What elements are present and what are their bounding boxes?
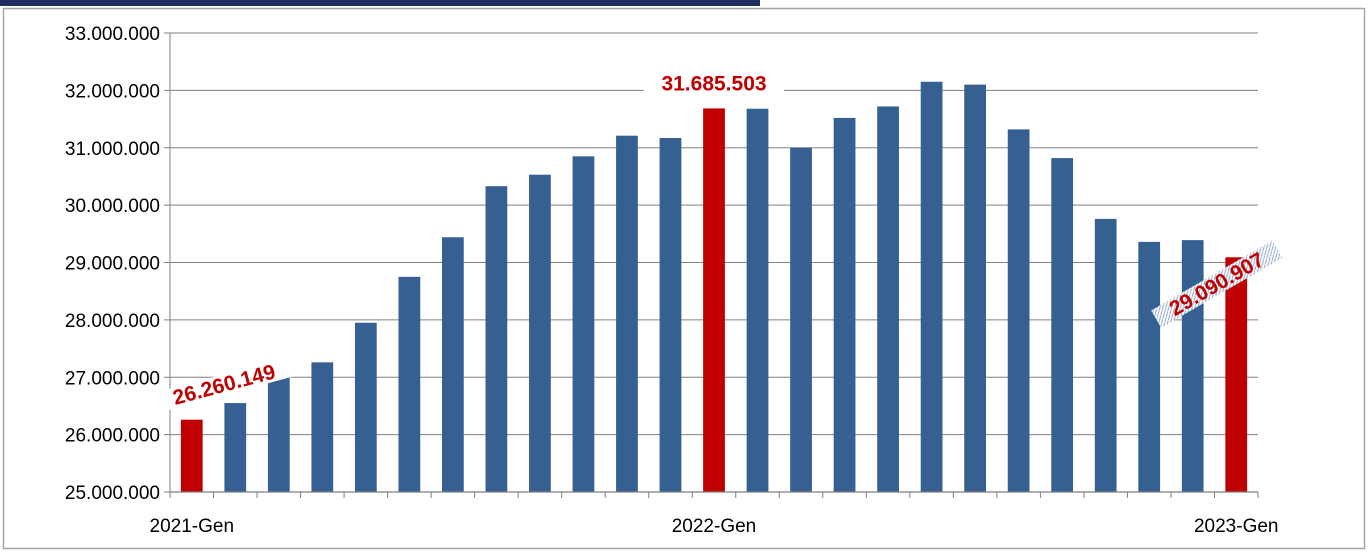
bar <box>442 237 464 492</box>
bar <box>1138 241 1161 492</box>
data-label-box <box>153 356 295 413</box>
data-label-box <box>1151 240 1283 328</box>
chart-border <box>2 7 1366 550</box>
bar <box>485 186 508 492</box>
x-tick-label: 2022-Gen <box>672 516 757 537</box>
x-tick-label: 2023-Gen <box>1194 516 1279 537</box>
bar <box>1051 158 1074 492</box>
data-label-text: 29.090.907 <box>1166 248 1269 320</box>
bar <box>311 362 334 492</box>
bar <box>659 137 682 492</box>
data-label: 29.090.907 <box>1151 240 1283 328</box>
y-tick-label: 32.000.000 <box>65 81 160 102</box>
bar <box>616 135 638 493</box>
bar <box>267 365 290 492</box>
bar <box>398 276 421 492</box>
y-tick-label: 28.000.000 <box>65 311 160 332</box>
bar <box>790 147 812 492</box>
bar <box>354 322 377 492</box>
x-tick-label: 2021-Gen <box>150 516 235 537</box>
bar <box>920 81 943 493</box>
bar <box>1181 240 1204 492</box>
bars <box>180 81 1248 493</box>
bar <box>1007 129 1030 492</box>
bar <box>833 117 856 492</box>
data-label-text: 26.260.149 <box>170 360 277 409</box>
bar-highlight <box>703 108 725 493</box>
y-tick-label: 25.000.000 <box>65 483 160 504</box>
y-tick-label: 27.000.000 <box>65 368 160 389</box>
bar <box>572 156 595 492</box>
bar <box>1094 218 1117 492</box>
gridlines <box>170 32 1258 436</box>
y-tick-label: 29.000.000 <box>65 254 160 275</box>
data-label-text: 31.685.503 <box>661 72 766 95</box>
bar-highlight <box>1225 257 1248 492</box>
bar <box>224 403 247 492</box>
bar <box>746 108 769 493</box>
bar <box>877 106 899 492</box>
bar-highlight <box>180 419 203 492</box>
y-tick-label: 26.000.000 <box>65 426 160 447</box>
y-tick-label: 30.000.000 <box>65 196 160 217</box>
y-tick-label: 31.000.000 <box>65 139 160 160</box>
bar <box>529 174 551 492</box>
axes <box>164 32 1259 498</box>
bar <box>964 84 986 492</box>
header-band <box>0 0 760 6</box>
y-axis-tick-labels: 25.000.000 26.000.000 27.000.000 28.000.000… <box>65 24 160 504</box>
data-label: 31.685.503 <box>644 72 784 95</box>
y-tick-label: 33.000.000 <box>65 24 160 45</box>
x-axis-tick-labels: 2021-Gen 2022-Gen 2023-Gen <box>150 516 1279 537</box>
data-label-box <box>644 73 784 94</box>
